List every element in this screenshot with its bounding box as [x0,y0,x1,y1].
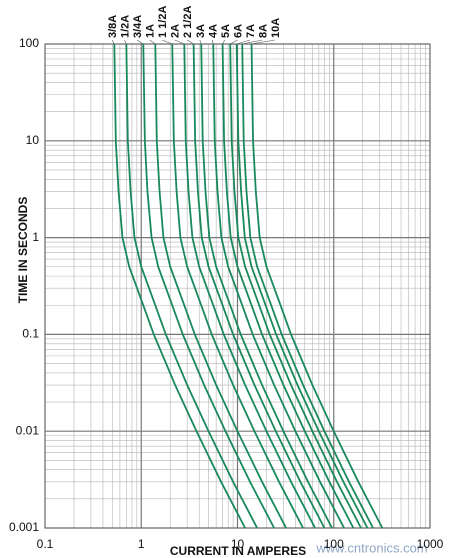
series-line [212,43,345,529]
series-line [113,43,246,529]
series-label: 6A [232,24,244,38]
series-line [171,43,304,529]
label-leader [149,39,156,45]
label-leader [174,39,185,45]
y-tick-label: 0.001 [9,520,39,534]
y-tick-label: 100 [19,36,39,50]
series-label: 4A [207,24,219,38]
y-axis-title: TIME IN SECONDS [16,197,30,304]
series-line [142,43,275,529]
series-label: 3/8A [107,15,119,38]
series-label: 1/2A [120,15,132,38]
label-leader [111,39,115,45]
series-line [154,43,287,529]
series-label: 3A [195,24,207,38]
label-leader [187,39,194,45]
y-tick-label: 1 [32,230,39,244]
y-tick-label: 0.1 [22,327,39,341]
series-line [200,43,333,529]
series-line [235,43,369,529]
series-label: 5A [220,24,232,38]
label-leader [242,39,263,45]
x-tick-label: 1 [138,537,145,551]
y-tick-label: 10 [26,133,40,147]
series-label: 1A [145,24,157,38]
series-label: 2A [170,24,182,38]
series-label: 2 1/2A [182,6,194,38]
series-label: 3/4A [132,15,144,38]
label-leader [136,39,144,45]
x-axis-title: CURRENT IN AMPERES [170,544,306,558]
x-tick-label: 1000 [417,537,444,551]
label-leader [236,39,251,45]
series-line [229,43,362,529]
label-leader [199,39,202,45]
series-label: 1 1/2A [157,6,169,38]
label-leader [162,39,173,45]
label-leader [212,39,214,45]
series-label: 7A [245,24,257,38]
x-tick-label: 10 [231,537,245,551]
series-label: 10A [270,18,282,38]
watermark: www.cntronics.com [315,540,427,555]
y-tick-label: 0.01 [16,423,40,437]
series-line [183,43,316,529]
x-tick-label: 0.1 [37,537,54,551]
series-label: 8A [257,24,269,38]
label-leader [251,39,276,45]
label-leader [124,39,127,45]
series-line [192,43,326,529]
series-line [221,43,355,529]
x-tick-label: 100 [324,537,344,551]
series-line [250,43,384,529]
label-leader [222,39,226,45]
series-line [241,43,374,529]
label-leader [230,39,238,45]
series-line [125,43,258,529]
